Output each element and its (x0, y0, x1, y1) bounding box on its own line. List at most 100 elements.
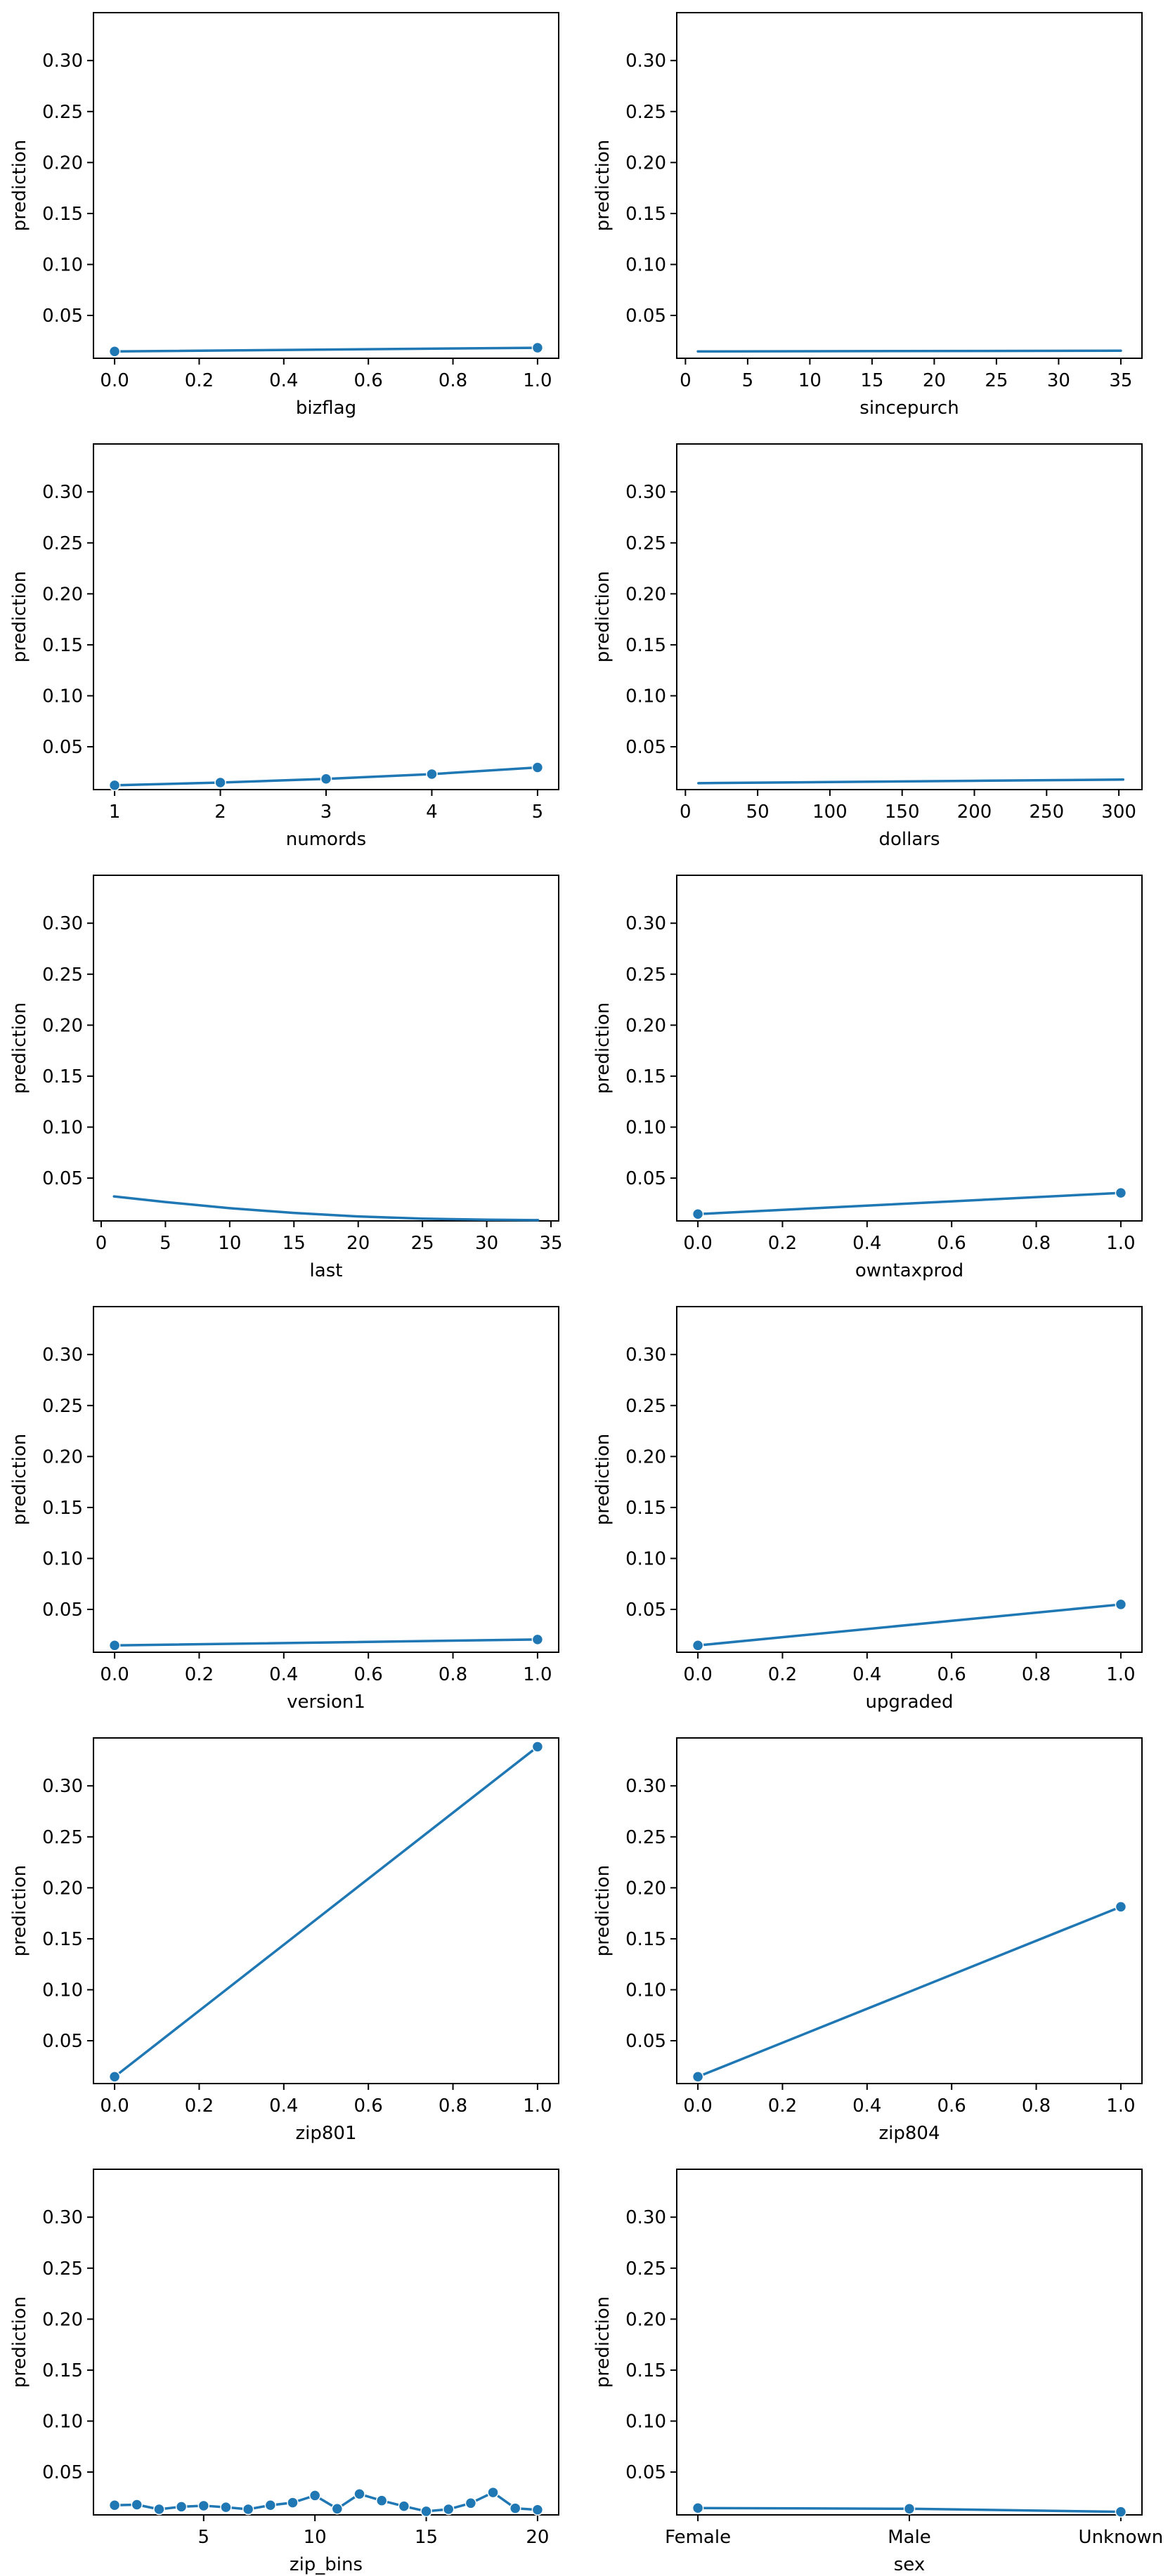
y-tick-label: 0.20 (625, 584, 666, 605)
y-tick-label: 0.20 (625, 2309, 666, 2330)
data-point (175, 2501, 188, 2513)
y-tick-label: 0.05 (625, 1600, 666, 1621)
x-tick-label: 10 (304, 2527, 327, 2548)
y-tick-label: 0.10 (42, 1548, 83, 1569)
y-tick-label: 0.15 (625, 1929, 666, 1950)
x-tick-label: 0.4 (852, 1233, 881, 1254)
x-axis-label: bizflag (296, 398, 356, 419)
x-tick-label: 0.0 (100, 1664, 129, 1685)
y-axis-label: prediction (9, 1002, 30, 1094)
x-tick-label: 0.6 (354, 1664, 383, 1685)
data-point (375, 2495, 388, 2506)
x-tick-label: 0.2 (768, 1664, 797, 1685)
x-axis-label: sex (894, 2554, 925, 2575)
y-tick-label: 0.25 (625, 2258, 666, 2280)
x-tick-label: 1.0 (523, 1664, 552, 1685)
data-point (220, 2501, 232, 2513)
y-tick-label: 0.20 (42, 2309, 83, 2330)
y-tick-label: 0.25 (625, 533, 666, 554)
x-tick-label: 0.8 (439, 2096, 467, 2117)
x-tick-label: 5 (198, 2527, 210, 2548)
data-point (1115, 2506, 1127, 2518)
y-tick-label: 0.10 (42, 1117, 83, 1138)
y-tick-label: 0.05 (42, 1168, 83, 1189)
y-tick-label: 0.30 (625, 2207, 666, 2228)
series-line (113, 1745, 539, 2079)
y-tick-label: 0.10 (625, 1548, 666, 1569)
x-tick-label: 50 (746, 802, 770, 823)
y-tick-label: 0.05 (625, 306, 666, 327)
y-axis-label: prediction (9, 1434, 30, 1525)
plot-frame (93, 1306, 559, 1653)
y-tick-label: 0.05 (42, 2462, 83, 2483)
data-point (1115, 1598, 1127, 1611)
plot-frame (676, 875, 1143, 1222)
data-point (465, 2497, 477, 2509)
y-tick-label: 0.30 (625, 1345, 666, 1366)
y-tick-label: 0.25 (42, 1396, 83, 1417)
plot-frame (676, 443, 1143, 790)
data-point (287, 2497, 299, 2509)
y-tick-label: 0.15 (625, 1498, 666, 1519)
y-tick-label: 0.15 (42, 2360, 83, 2381)
x-tick-label: 2 (214, 802, 226, 823)
chart-panel-last: 0.05 0.10 0.15 0.20 0.25 0.30 0 5 10 15 20 25 30 35 la… (9, 875, 563, 1281)
y-tick-label: 0.30 (42, 1345, 83, 1366)
data-point (692, 2071, 704, 2083)
data-point (197, 2499, 210, 2512)
x-tick-label: 35 (539, 1233, 562, 1254)
y-axis-label: prediction (592, 140, 614, 231)
x-tick-label: 0.0 (100, 370, 129, 391)
x-tick-label: 0.0 (683, 1664, 712, 1685)
y-tick-label: 0.05 (42, 1600, 83, 1621)
y-tick-label: 0.10 (42, 254, 83, 275)
x-tick-label: 0.0 (683, 1233, 712, 1254)
y-tick-label: 0.05 (625, 2031, 666, 2052)
plot-frame (93, 12, 559, 359)
data-point (320, 773, 332, 785)
data-point (214, 776, 226, 789)
y-tick-label: 0.05 (42, 306, 83, 327)
x-axis-label: numords (286, 829, 366, 850)
data-point (108, 779, 121, 792)
y-tick-label: 0.15 (42, 204, 83, 225)
y-tick-label: 0.20 (625, 152, 666, 174)
chart-panel-sincepurch: 0.05 0.10 0.15 0.20 0.25 0.30 0 5 10 15 20 25 30 35 si… (592, 12, 1143, 419)
y-tick-label: 0.10 (625, 2411, 666, 2432)
y-tick-label: 0.30 (42, 913, 83, 934)
data-point (331, 2503, 344, 2515)
x-tick-label: 1.0 (1106, 2096, 1135, 2117)
data-point (131, 2499, 143, 2511)
x-tick-label: Male (888, 2527, 931, 2548)
y-tick-label: 0.15 (625, 1066, 666, 1087)
data-point (108, 2071, 121, 2083)
x-tick-label: 15 (283, 1233, 306, 1254)
plot-frame (676, 1737, 1143, 2084)
y-tick-label: 0.30 (625, 1776, 666, 1797)
x-tick-label: 300 (1101, 802, 1136, 823)
data-point (692, 1640, 704, 1652)
x-tick-label: 0.6 (937, 1664, 966, 1685)
y-axis-label: prediction (592, 1434, 614, 1525)
y-tick-label: 0.20 (625, 1878, 666, 1899)
series-line (696, 1603, 1122, 1647)
x-tick-label: 10 (798, 370, 822, 391)
plot-frame (676, 1306, 1143, 1653)
plot-frame (93, 2169, 559, 2516)
chart-panel-dollars: 0.05 0.10 0.15 0.20 0.25 0.30 0 50 100 150 200 250 3… (592, 443, 1143, 850)
x-tick-label: 1.0 (523, 2096, 552, 2117)
x-tick-label: 25 (411, 1233, 434, 1254)
plot-frame (93, 875, 559, 1222)
x-tick-label: 15 (415, 2527, 438, 2548)
x-axis-label: zip801 (295, 2123, 356, 2144)
y-axis-label: prediction (592, 571, 614, 662)
y-tick-label: 0.10 (625, 1980, 666, 2001)
x-axis-label: version1 (287, 1692, 365, 1713)
y-tick-label: 0.20 (42, 1446, 83, 1467)
x-tick-label: 20 (526, 2527, 549, 2548)
plot-frame (93, 1737, 559, 2084)
x-tick-label: 0 (96, 1233, 108, 1254)
data-point (487, 2486, 499, 2499)
x-tick-label: 1.0 (523, 370, 552, 391)
x-tick-label: 35 (1109, 370, 1132, 391)
